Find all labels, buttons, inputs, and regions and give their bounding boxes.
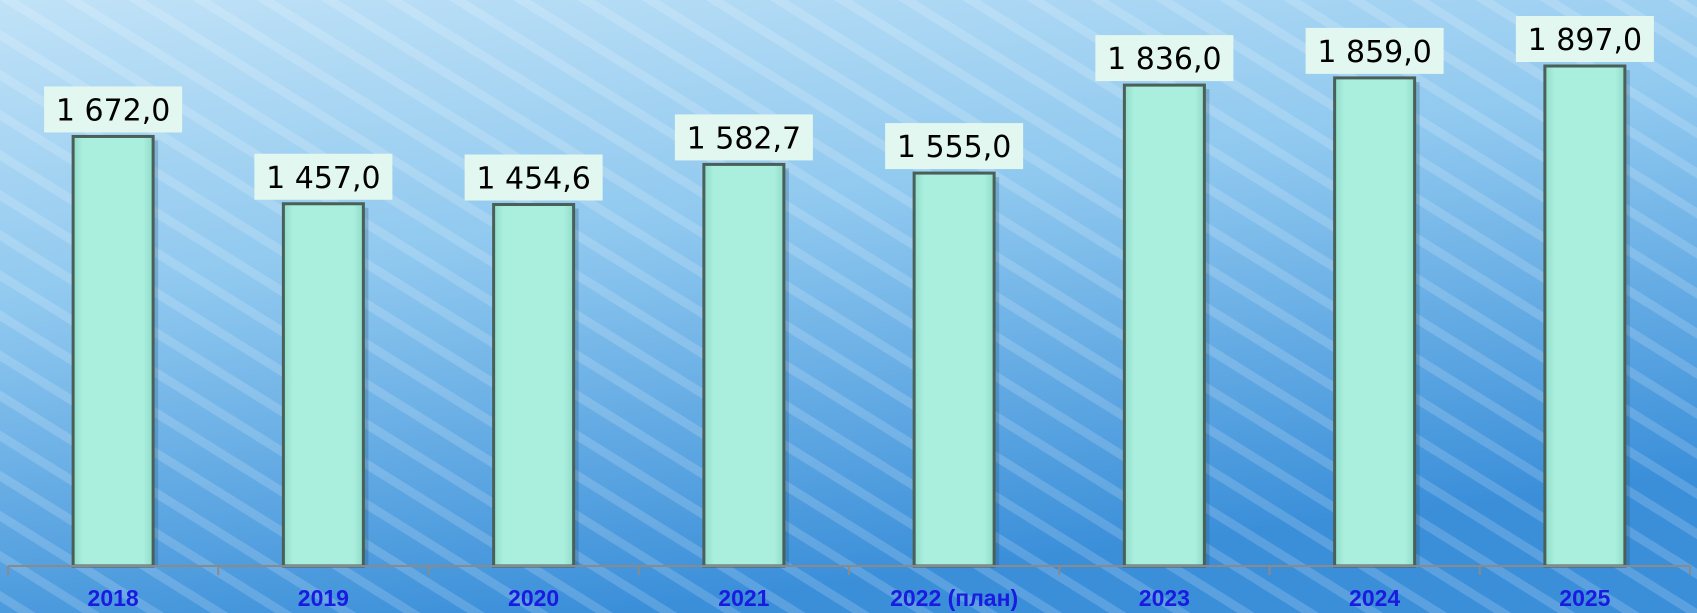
data-label: 1 555,0 <box>897 130 1012 165</box>
data-label-box <box>674 114 813 161</box>
category-label: 2020 <box>508 585 559 611</box>
data-label: 1 897,0 <box>1528 23 1643 58</box>
bar <box>912 171 996 568</box>
value-labels-layer: 1 672,0 1 457,0 1 454,6 1 582,7 1 555,0 1 836… <box>44 16 1654 201</box>
x-axis <box>7 565 1691 575</box>
data-label-box <box>1305 27 1444 74</box>
bar <box>1543 64 1627 568</box>
data-label: 1 859,0 <box>1317 35 1432 70</box>
category-label: 2021 <box>718 585 769 611</box>
bars-layer <box>71 64 1630 568</box>
data-label-box <box>254 153 393 200</box>
data-label-box <box>1095 35 1234 82</box>
bar <box>1333 76 1417 568</box>
category-labels-layer: 2018 2019 2020 2021 2022 (план) 2023 2024 2025 <box>88 585 1611 611</box>
bar <box>71 134 155 568</box>
data-label-box <box>44 86 183 133</box>
data-label: 1 672,0 <box>56 93 171 128</box>
bar <box>281 202 365 568</box>
category-label: 2019 <box>298 585 349 611</box>
data-label-box <box>464 154 603 201</box>
data-label-box <box>885 123 1024 170</box>
data-label: 1 836,0 <box>1107 42 1222 77</box>
bar <box>702 162 786 568</box>
category-label: 2018 <box>88 585 139 611</box>
data-label: 1 457,0 <box>266 161 381 196</box>
bar <box>1122 83 1206 568</box>
category-label: 2023 <box>1139 585 1190 611</box>
category-label: 2025 <box>1559 585 1610 611</box>
data-label: 1 454,6 <box>476 162 591 197</box>
category-label: 2022 (план) <box>890 585 1018 611</box>
data-label-box <box>1515 16 1654 62</box>
category-label: 2024 <box>1349 585 1400 611</box>
bar <box>492 203 576 568</box>
data-label: 1 582,7 <box>687 121 802 156</box>
